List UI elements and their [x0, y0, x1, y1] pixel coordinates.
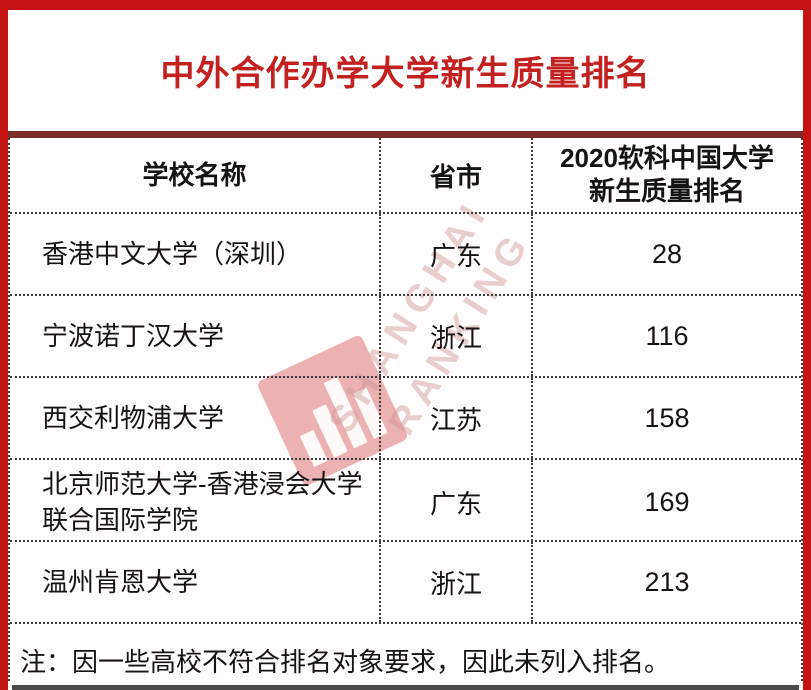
table-row: 香港中文大学（深圳） 广东 28: [10, 214, 801, 296]
title-bar: 中外合作办学大学新生质量排名: [8, 10, 803, 131]
cell-province: 浙江: [381, 296, 533, 376]
header-row: 学校名称 省市 2020软科中国大学 新生质量排名: [10, 138, 801, 214]
table-row: 宁波诺丁汉大学 浙江 116: [10, 296, 801, 378]
divider-band: [8, 131, 803, 138]
table-row: 北京师范大学-香港浸会大学联合国际学院 广东 169: [10, 460, 801, 544]
bottom-strip: [12, 685, 799, 690]
cell-school: 宁波诺丁汉大学: [10, 296, 381, 376]
header-rank-line2: 新生质量排名: [588, 176, 745, 206]
cell-province: 广东: [381, 214, 533, 294]
cell-school: 温州肯恩大学: [10, 542, 381, 622]
cell-school: 西交利物浦大学: [10, 378, 381, 458]
cell-rank: 213: [644, 566, 690, 597]
footnote: 注：因一些高校不符合排名对象要求，因此未列入排名。: [20, 647, 671, 677]
content-area: SHANGHAI RANKING 学校名称 省市 2020软科中国大学 新生质量…: [8, 138, 803, 681]
cell-rank: 169: [644, 486, 690, 517]
header-province: 省市: [381, 138, 533, 212]
cell-rank: 158: [644, 402, 690, 433]
cell-rank: 28: [651, 238, 683, 269]
ranking-table: 学校名称 省市 2020软科中国大学 新生质量排名 香港中文大学（深圳） 广东 …: [10, 138, 801, 624]
header-rank-line1: 2020软科中国大学: [560, 143, 774, 173]
cell-school: 北京师范大学-香港浸会大学联合国际学院: [10, 460, 381, 544]
cell-rank: 116: [645, 320, 689, 351]
cell-school: 香港中文大学（深圳）: [10, 214, 381, 294]
page-title: 中外合作办学大学新生质量排名: [160, 55, 651, 93]
table-row: 西交利物浦大学 江苏 158: [10, 378, 801, 460]
cell-province: 浙江: [381, 542, 533, 622]
table-row: 温州肯恩大学 浙江 213: [10, 542, 801, 624]
header-school: 学校名称: [10, 138, 381, 212]
cell-province: 江苏: [381, 378, 533, 458]
header-rank: 2020软科中国大学 新生质量排名: [533, 138, 801, 212]
cell-province: 广东: [381, 460, 533, 544]
